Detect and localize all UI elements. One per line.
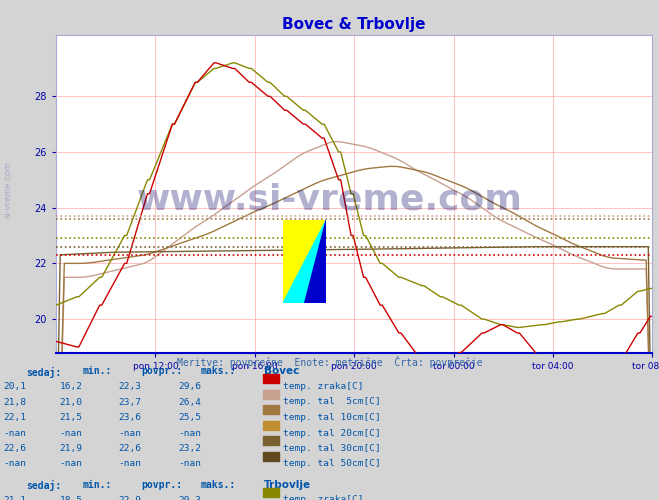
Text: www.si-vreme.com: www.si-vreme.com — [136, 183, 523, 217]
Text: -nan: -nan — [178, 460, 201, 468]
Text: 23,2: 23,2 — [178, 444, 201, 453]
Title: Bovec & Trbovlje: Bovec & Trbovlje — [283, 18, 426, 32]
Text: -nan: -nan — [178, 428, 201, 438]
Text: povpr.:: povpr.: — [142, 480, 183, 490]
Polygon shape — [283, 220, 326, 302]
Text: Meritve: povprečne  Enote: metrične  Črta: povprečje: Meritve: povprečne Enote: metrične Črta:… — [177, 356, 482, 368]
Text: Trbovlje: Trbovlje — [264, 480, 311, 490]
Text: -nan: -nan — [59, 460, 82, 468]
Text: 21,9: 21,9 — [59, 444, 82, 453]
Text: 29,3: 29,3 — [178, 496, 201, 500]
Text: 22,6: 22,6 — [3, 444, 26, 453]
Text: 22,6: 22,6 — [119, 444, 142, 453]
Text: 22,3: 22,3 — [119, 382, 142, 391]
Text: 29,6: 29,6 — [178, 382, 201, 391]
Text: 22,1: 22,1 — [3, 413, 26, 422]
Text: maks.:: maks.: — [201, 366, 236, 376]
Text: sedaj:: sedaj: — [26, 480, 61, 491]
Polygon shape — [304, 220, 326, 302]
Text: 25,5: 25,5 — [178, 413, 201, 422]
Text: 23,7: 23,7 — [119, 398, 142, 406]
Text: sedaj:: sedaj: — [26, 366, 61, 378]
Text: -nan: -nan — [59, 428, 82, 438]
Text: temp. tal 50cm[C]: temp. tal 50cm[C] — [283, 460, 380, 468]
Text: temp. zraka[C]: temp. zraka[C] — [283, 382, 363, 391]
Text: maks.:: maks.: — [201, 480, 236, 490]
Text: temp. tal 10cm[C]: temp. tal 10cm[C] — [283, 413, 380, 422]
Text: min.:: min.: — [82, 480, 112, 490]
Text: povpr.:: povpr.: — [142, 366, 183, 376]
Text: temp. tal 30cm[C]: temp. tal 30cm[C] — [283, 444, 380, 453]
Text: -nan: -nan — [119, 460, 142, 468]
Text: -nan: -nan — [119, 428, 142, 438]
Text: 21,5: 21,5 — [59, 413, 82, 422]
Text: 16,2: 16,2 — [59, 382, 82, 391]
Text: 23,6: 23,6 — [119, 413, 142, 422]
Text: 21,0: 21,0 — [59, 398, 82, 406]
Text: 22,9: 22,9 — [119, 496, 142, 500]
Text: 20,1: 20,1 — [3, 382, 26, 391]
Text: temp. tal  5cm[C]: temp. tal 5cm[C] — [283, 398, 380, 406]
Text: -nan: -nan — [3, 428, 26, 438]
Text: temp. tal 20cm[C]: temp. tal 20cm[C] — [283, 428, 380, 438]
Text: min.:: min.: — [82, 366, 112, 376]
Text: temp. zraka[C]: temp. zraka[C] — [283, 496, 363, 500]
Text: 18,5: 18,5 — [59, 496, 82, 500]
Text: -nan: -nan — [3, 460, 26, 468]
Text: Bovec: Bovec — [264, 366, 299, 376]
Text: 26,4: 26,4 — [178, 398, 201, 406]
Polygon shape — [283, 220, 326, 302]
Text: 21,1: 21,1 — [3, 496, 26, 500]
Text: si-vreme.com: si-vreme.com — [3, 162, 13, 218]
Text: 21,8: 21,8 — [3, 398, 26, 406]
